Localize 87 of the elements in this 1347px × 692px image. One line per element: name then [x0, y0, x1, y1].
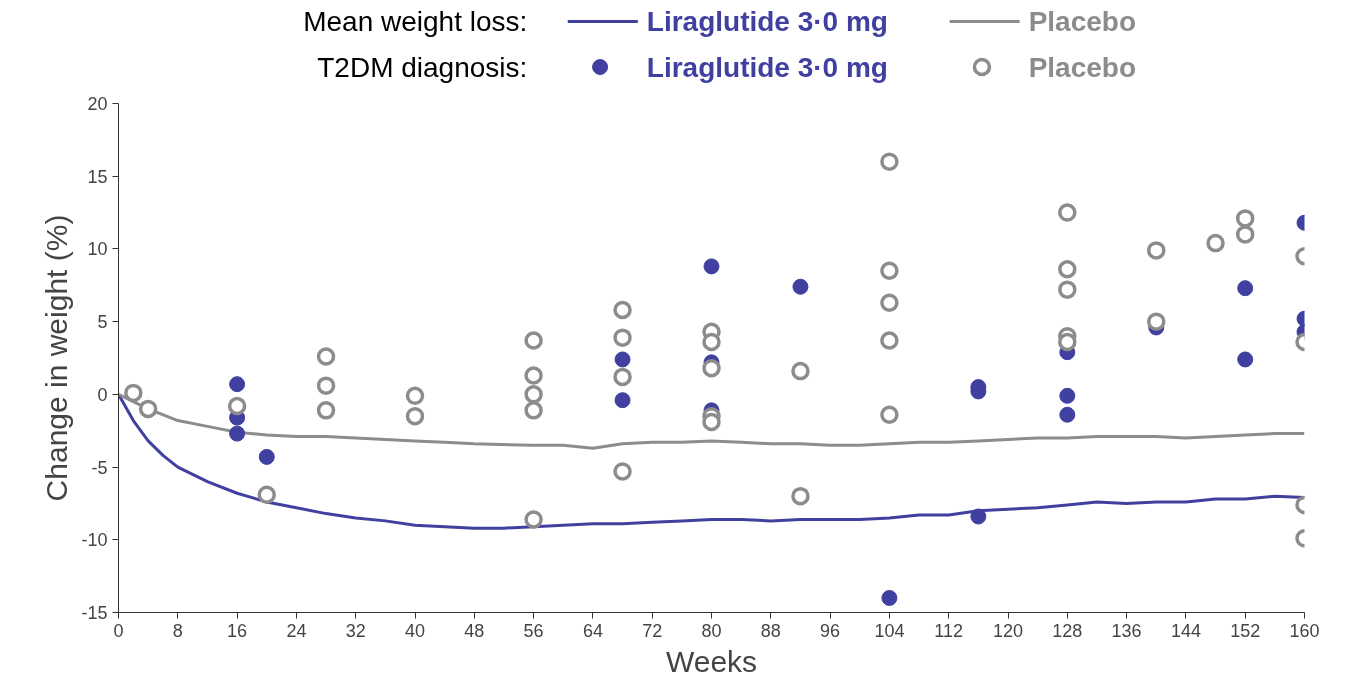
- point: [880, 152, 899, 171]
- point: [524, 401, 543, 420]
- point: [881, 589, 898, 606]
- point: [405, 386, 425, 406]
- text: T2DM diagnosis:: [317, 51, 528, 83]
- x-tick-label: 88: [760, 620, 781, 641]
- point: [791, 486, 810, 506]
- point: [316, 347, 336, 366]
- point: [524, 385, 543, 404]
- point: [1235, 209, 1255, 228]
- text: Mean weight loss:: [303, 5, 528, 37]
- point: [229, 376, 246, 393]
- point: [257, 485, 276, 504]
- point: [614, 351, 631, 368]
- x-tick-label: 160: [1289, 620, 1320, 641]
- point: [229, 425, 246, 442]
- x-tick-label: 128: [1052, 620, 1083, 641]
- point: [880, 405, 899, 424]
- point: [880, 293, 899, 312]
- point: [405, 406, 425, 426]
- point: [138, 399, 158, 419]
- y-tick-label: 0: [97, 384, 108, 405]
- point: [703, 258, 720, 275]
- x-tick-label: 40: [404, 620, 426, 641]
- point: [1058, 332, 1077, 352]
- point: [1058, 280, 1077, 299]
- point: [1235, 225, 1255, 244]
- legend-label: Liraglutide 3·0 mg: [646, 51, 888, 83]
- y-tick-label: -5: [91, 457, 108, 478]
- x-tick-label: 136: [1111, 620, 1142, 641]
- x-tick-label: 32: [345, 620, 366, 641]
- point: [316, 401, 336, 420]
- x-axis-title: Weeks: [665, 644, 758, 678]
- point: [970, 508, 987, 525]
- point: [124, 383, 143, 403]
- y-tick-label: 5: [97, 312, 108, 333]
- x-tick-label: 72: [642, 620, 663, 641]
- point: [702, 412, 721, 432]
- legend-label: Placebo: [1028, 5, 1137, 37]
- point: [1206, 233, 1225, 253]
- point: [227, 396, 247, 416]
- point: [702, 358, 721, 378]
- x-tick-label: 96: [820, 620, 841, 641]
- x-tick-label: 0: [113, 620, 124, 641]
- y-tick-label: 10: [87, 239, 108, 260]
- x-tick-label: 16: [227, 620, 248, 641]
- point: [258, 448, 275, 465]
- x-tick-label: 48: [464, 620, 485, 641]
- point: [1059, 406, 1076, 423]
- point: [524, 331, 543, 350]
- point: [1147, 241, 1166, 260]
- point: [1237, 280, 1254, 297]
- point: [880, 331, 899, 350]
- point: [880, 261, 899, 280]
- x-tick-label: 120: [992, 620, 1024, 641]
- point: [792, 278, 809, 295]
- point: [1059, 387, 1076, 404]
- x-tick-label: 152: [1230, 620, 1261, 641]
- y-tick-label: -15: [81, 603, 108, 623]
- point: [316, 376, 336, 395]
- point: [524, 510, 543, 529]
- y-tick-label: 20: [87, 94, 108, 114]
- y-axis-title: Change in weight (%): [40, 214, 74, 502]
- x-tick-label: 144: [1170, 620, 1201, 641]
- point: [791, 361, 810, 381]
- x-tick-label: 112: [934, 620, 964, 641]
- point: [524, 366, 543, 385]
- point: [1058, 260, 1077, 279]
- legend-label: Liraglutide 3·0 mg: [646, 5, 888, 37]
- x-tick-label: 104: [874, 620, 905, 641]
- x-tick-label: 64: [582, 620, 603, 641]
- point: [613, 367, 632, 387]
- x-tick-label: 24: [286, 620, 307, 641]
- x-tick-label: 56: [523, 620, 544, 641]
- point: [613, 462, 632, 481]
- legend-label: Placebo: [1028, 51, 1137, 83]
- point: [702, 332, 721, 352]
- x-tick-label: 8: [172, 620, 183, 641]
- point: [1058, 203, 1077, 222]
- point: [1237, 351, 1254, 368]
- y-tick-label: -10: [81, 530, 108, 551]
- point: [614, 392, 631, 409]
- point: [613, 328, 632, 347]
- point: [1147, 312, 1166, 331]
- y-tick-label: 15: [87, 166, 108, 187]
- point: [613, 300, 632, 320]
- x-tick-label: 80: [701, 620, 722, 641]
